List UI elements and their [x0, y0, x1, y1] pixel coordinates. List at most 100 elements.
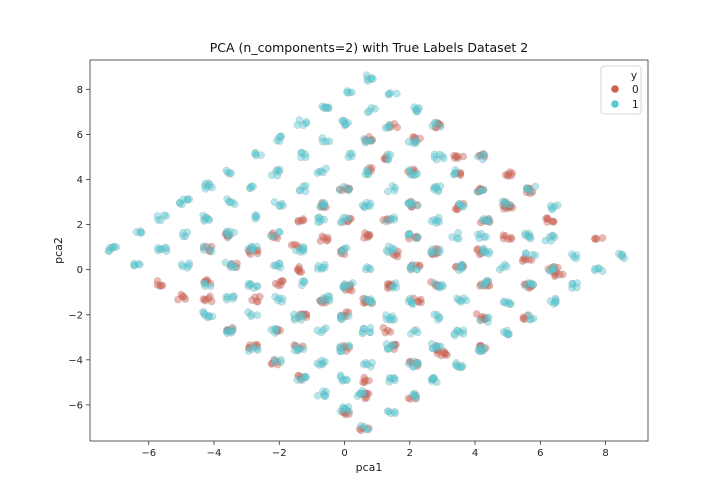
point-1 — [552, 298, 560, 307]
point-1 — [244, 279, 253, 288]
point-1 — [201, 181, 209, 190]
point-1 — [430, 150, 439, 159]
point-0 — [365, 230, 374, 239]
cluster-1-40 — [316, 199, 329, 211]
point-1 — [319, 201, 328, 210]
point-1 — [223, 293, 232, 302]
point-1 — [478, 155, 487, 164]
point-1 — [222, 292, 231, 301]
point-1 — [204, 215, 213, 223]
y-tick-label: 0 — [77, 265, 83, 276]
point-1 — [341, 120, 350, 129]
cluster-1-110 — [313, 324, 330, 337]
point-1 — [549, 265, 558, 273]
point-1 — [162, 244, 171, 253]
point-0 — [484, 277, 492, 286]
y-tick-label: −4 — [68, 355, 83, 366]
point-0 — [360, 378, 369, 387]
point-1 — [618, 251, 627, 259]
point-1 — [382, 340, 391, 348]
point-1 — [479, 346, 488, 355]
cluster-1-26 — [450, 166, 460, 179]
point-1 — [292, 342, 301, 351]
point-0 — [206, 292, 214, 301]
point-0 — [322, 236, 331, 245]
point-1 — [175, 199, 184, 207]
point-0 — [339, 408, 348, 417]
point-0 — [452, 263, 460, 271]
point-1 — [366, 362, 375, 371]
point-1 — [404, 297, 413, 306]
point-1 — [226, 169, 234, 178]
point-0 — [223, 233, 232, 242]
cluster-1-135 — [357, 422, 373, 434]
point-1 — [257, 151, 265, 160]
cluster-1-13 — [404, 136, 421, 148]
point-1 — [160, 211, 168, 220]
point-1 — [504, 298, 513, 306]
point-1 — [130, 261, 138, 270]
point-0 — [435, 120, 443, 129]
point-0 — [361, 298, 370, 307]
cluster-0-11 — [452, 168, 465, 180]
cluster-1-121 — [270, 355, 285, 367]
point-1 — [316, 217, 324, 226]
legend-label-1: 1 — [632, 99, 639, 111]
point-1 — [453, 362, 462, 370]
point-0 — [253, 249, 262, 258]
cluster-0-9 — [380, 152, 391, 163]
point-1 — [531, 251, 540, 260]
point-0 — [223, 231, 232, 240]
point-1 — [183, 228, 192, 237]
cluster-0-44 — [200, 275, 215, 288]
point-1 — [208, 312, 217, 321]
point-0 — [224, 231, 233, 239]
cluster-0-1 — [385, 119, 402, 132]
point-1 — [363, 77, 372, 85]
point-1 — [363, 360, 372, 369]
cluster-1-46 — [498, 197, 514, 210]
point-1 — [385, 123, 393, 132]
point-1 — [548, 205, 557, 214]
point-0 — [452, 152, 461, 161]
point-1 — [367, 75, 375, 83]
point-0 — [473, 246, 481, 254]
point-1 — [319, 359, 327, 368]
point-0 — [440, 347, 448, 356]
point-1 — [388, 182, 397, 190]
point-0 — [294, 266, 303, 275]
point-0 — [528, 282, 536, 291]
point-1 — [432, 119, 440, 127]
point-1 — [336, 371, 345, 380]
point-1 — [547, 201, 555, 210]
point-1 — [227, 261, 235, 269]
cluster-1-114 — [499, 326, 513, 339]
cluster-0-30 — [499, 231, 516, 243]
point-0 — [276, 326, 285, 335]
point-1 — [313, 326, 322, 335]
point-1 — [204, 311, 213, 320]
point-1 — [247, 243, 256, 252]
cluster-1-99 — [546, 294, 560, 308]
point-1 — [365, 264, 374, 273]
point-1 — [270, 232, 278, 241]
point-1 — [620, 254, 628, 263]
point-0 — [359, 378, 367, 387]
point-0 — [452, 205, 461, 214]
cluster-0-5 — [475, 150, 489, 161]
point-0 — [408, 202, 416, 211]
point-0 — [346, 280, 355, 289]
cluster-1-103 — [336, 311, 353, 323]
point-0 — [272, 327, 281, 335]
point-1 — [275, 133, 283, 142]
point-0 — [345, 285, 354, 294]
point-1 — [385, 120, 394, 129]
point-0 — [434, 119, 442, 127]
point-1 — [549, 231, 557, 240]
point-1 — [360, 422, 368, 431]
point-1 — [343, 88, 352, 97]
point-1 — [275, 294, 283, 303]
point-0 — [299, 215, 308, 223]
point-0 — [453, 154, 462, 162]
point-0 — [501, 171, 510, 179]
